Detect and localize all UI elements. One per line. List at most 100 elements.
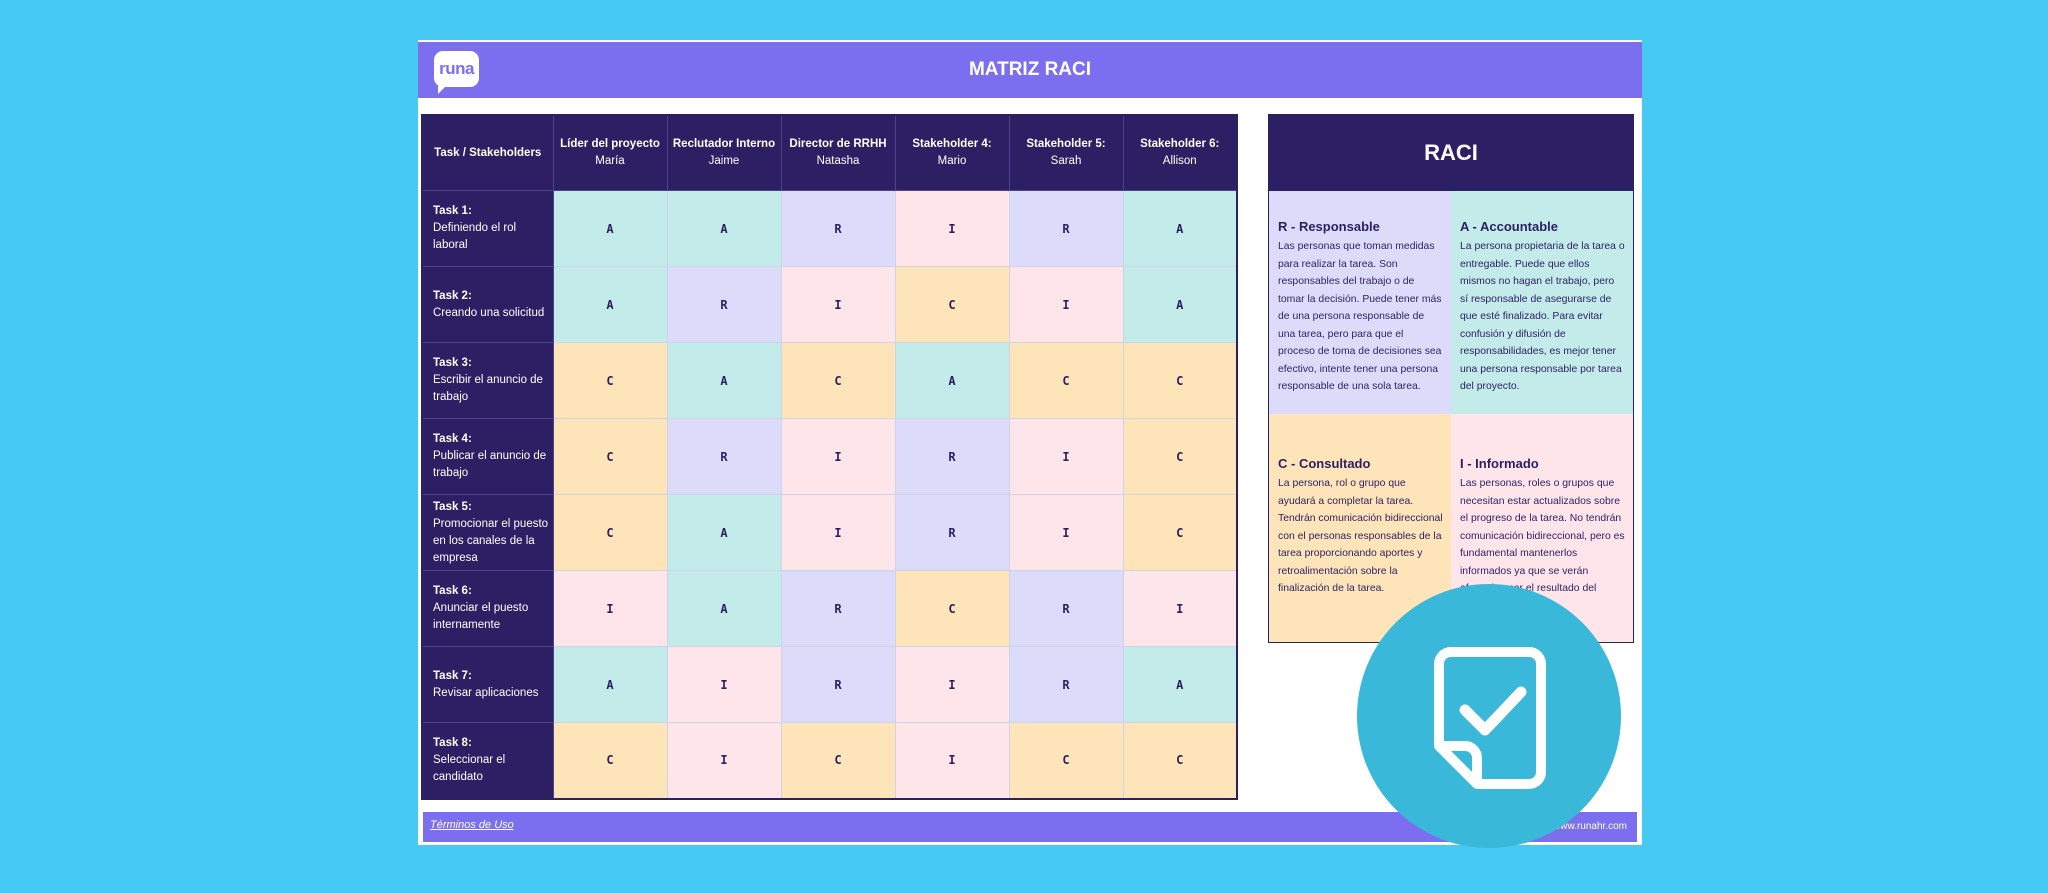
raci-cell[interactable]: C [552, 418, 668, 495]
task-number: Task 2: [433, 289, 472, 302]
raci-cell[interactable]: R [666, 266, 782, 343]
raci-cell[interactable]: R [894, 418, 1010, 495]
raci-cell[interactable]: R [894, 494, 1010, 571]
task-number: Task 7: [433, 669, 472, 682]
task-number: Task 8: [433, 736, 472, 749]
task-description: Promocionar el puesto en los canales de … [433, 517, 549, 564]
task-description: Revisar aplicaciones [433, 686, 539, 699]
task-number: Task 4: [433, 433, 472, 445]
raci-cell[interactable]: A [666, 494, 782, 571]
task-label: Task 4: Publicar el anuncio de trabajo [421, 418, 554, 495]
stakeholder-header: Reclutador Interno Jaime [666, 114, 782, 191]
raci-cell[interactable]: I [894, 190, 1010, 267]
raci-cell[interactable]: I [1008, 418, 1124, 495]
page-title: MATRIZ RACI [968, 59, 1092, 80]
raci-cell[interactable]: R [780, 190, 896, 267]
raci-cell[interactable]: C [1122, 494, 1238, 571]
task-description: Definiendo el rol laboral [433, 222, 517, 251]
task-description: Anunciar el puesto internamente [433, 602, 529, 631]
raci-cell[interactable]: I [666, 722, 782, 799]
raci-cell[interactable]: C [552, 494, 668, 571]
raci-cell[interactable]: A [552, 190, 668, 267]
stakeholder-header: Stakeholder 4: Mario [894, 114, 1010, 191]
raci-cell[interactable]: C [894, 266, 1010, 343]
raci-cell[interactable]: C [780, 342, 896, 419]
task-description: Seleccionar el candidato [433, 753, 506, 783]
raci-cell[interactable]: I [552, 570, 668, 647]
raci-cell[interactable]: R [666, 418, 782, 495]
raci-cell[interactable]: R [1008, 646, 1124, 723]
raci-cell[interactable]: A [552, 646, 668, 723]
task-label: Task 2: Creando una solicitud [421, 266, 554, 343]
task-row: Task 1: Definiendo el rol laboral A A R I R A [421, 190, 1238, 267]
raci-template-sheet: runa MATRIZ RACI Task / Stakeholders Líd… [418, 40, 1642, 845]
raci-cell[interactable]: I [894, 722, 1010, 799]
stakeholder-header: Stakeholder 6: Allison [1122, 114, 1238, 191]
stakeholder-header: Stakeholder 5: Sarah [1008, 114, 1124, 191]
raci-cell[interactable]: A [1122, 190, 1238, 267]
raci-cell[interactable]: A [666, 342, 782, 419]
raci-cell[interactable]: I [780, 494, 896, 571]
header-row: Task / Stakeholders Líder del proyecto Ma… [421, 114, 1238, 191]
raci-cell[interactable]: A [1122, 266, 1238, 343]
raci-cell[interactable]: C [894, 570, 1010, 647]
stakeholder-header: Líder del proyecto María [552, 114, 668, 191]
raci-matrix-table: Task / Stakeholders Líder del proyecto Ma… [421, 114, 1238, 800]
raci-cell[interactable]: C [552, 722, 668, 799]
raci-cell[interactable]: A [666, 190, 782, 267]
legend-title: RACI [1269, 115, 1633, 191]
raci-cell[interactable]: C [1122, 342, 1238, 419]
raci-cell[interactable]: R [780, 570, 896, 647]
task-row: Task 4: Publicar el anuncio de trabajo C R I… [421, 418, 1238, 495]
raci-cell[interactable]: I [1008, 266, 1124, 343]
task-label: Task 3: Escribir el anuncio de trabajo [421, 342, 554, 419]
raci-cell[interactable]: R [780, 646, 896, 723]
raci-cell[interactable]: A [1122, 646, 1238, 723]
task-number: Task 3: [433, 357, 472, 369]
task-number: Task 6: [433, 585, 472, 597]
raci-cell[interactable]: C [1008, 722, 1124, 799]
raci-cell[interactable]: I [894, 646, 1010, 723]
matrix-body: Task 1: Definiendo el rol laboral A A R I R A Ta… [421, 190, 1238, 799]
raci-cell[interactable]: R [1008, 570, 1124, 647]
raci-cell[interactable]: I [780, 266, 896, 343]
runa-logo: runa [434, 51, 479, 94]
task-label: Task 1: Definiendo el rol laboral [421, 190, 554, 267]
task-description: Publicar el anuncio de trabajo [433, 450, 547, 479]
legend-text: Las personas que toman medidas para real… [1278, 241, 1442, 392]
raci-cell[interactable]: I [1008, 494, 1124, 571]
raci-cell[interactable]: A [552, 266, 668, 343]
task-row: Task 5: Promocionar el puesto en los cana… [421, 494, 1238, 571]
task-row: Task 2: Creando una solicitud A R I C I A [421, 266, 1238, 343]
legend-heading: C - Consultado [1278, 456, 1371, 471]
legend-accountable: A - Accountable La persona propietaria d… [1451, 191, 1633, 414]
legend-heading: A - Accountable [1460, 219, 1558, 234]
raci-legend: RACI R - Responsable Las personas que to… [1268, 114, 1634, 643]
terms-of-use-link[interactable]: Términos de Uso [430, 819, 514, 831]
task-row: Task 3: Escribir el anuncio de trabajo C A C… [421, 342, 1238, 419]
task-row: Task 7: Revisar aplicaciones A I R I R A [421, 646, 1238, 723]
raci-cell[interactable]: I [666, 646, 782, 723]
task-description: Escribir el anuncio de trabajo [433, 374, 543, 403]
raci-cell[interactable]: C [552, 342, 668, 419]
sheet-header: runa MATRIZ RACI [418, 42, 1642, 98]
legend-heading: R - Responsable [1278, 219, 1380, 234]
task-description: Creando una solicitud [433, 306, 545, 319]
checked-document-icon [1434, 647, 1546, 789]
raci-cell[interactable]: C [1122, 722, 1238, 799]
stakeholder-header: Director de RRHH Natasha [780, 114, 896, 191]
raci-cell[interactable]: R [1008, 190, 1124, 267]
raci-cell[interactable]: C [1008, 342, 1124, 419]
task-number: Task 1: [433, 205, 472, 217]
task-row: Task 6: Anunciar el puesto internamente I A… [421, 570, 1238, 647]
raci-cell[interactable]: I [1122, 570, 1238, 647]
task-label: Task 6: Anunciar el puesto internamente [421, 570, 554, 647]
raci-cell[interactable]: A [894, 342, 1010, 419]
website-url: www.runahr.com [1553, 821, 1627, 832]
legend-text: La persona, rol o grupo que ayudará a co… [1278, 478, 1443, 594]
raci-cell[interactable]: A [666, 570, 782, 647]
raci-cell[interactable]: I [780, 418, 896, 495]
checked-document-badge [1357, 584, 1621, 848]
raci-cell[interactable]: C [780, 722, 896, 799]
raci-cell[interactable]: C [1122, 418, 1238, 495]
